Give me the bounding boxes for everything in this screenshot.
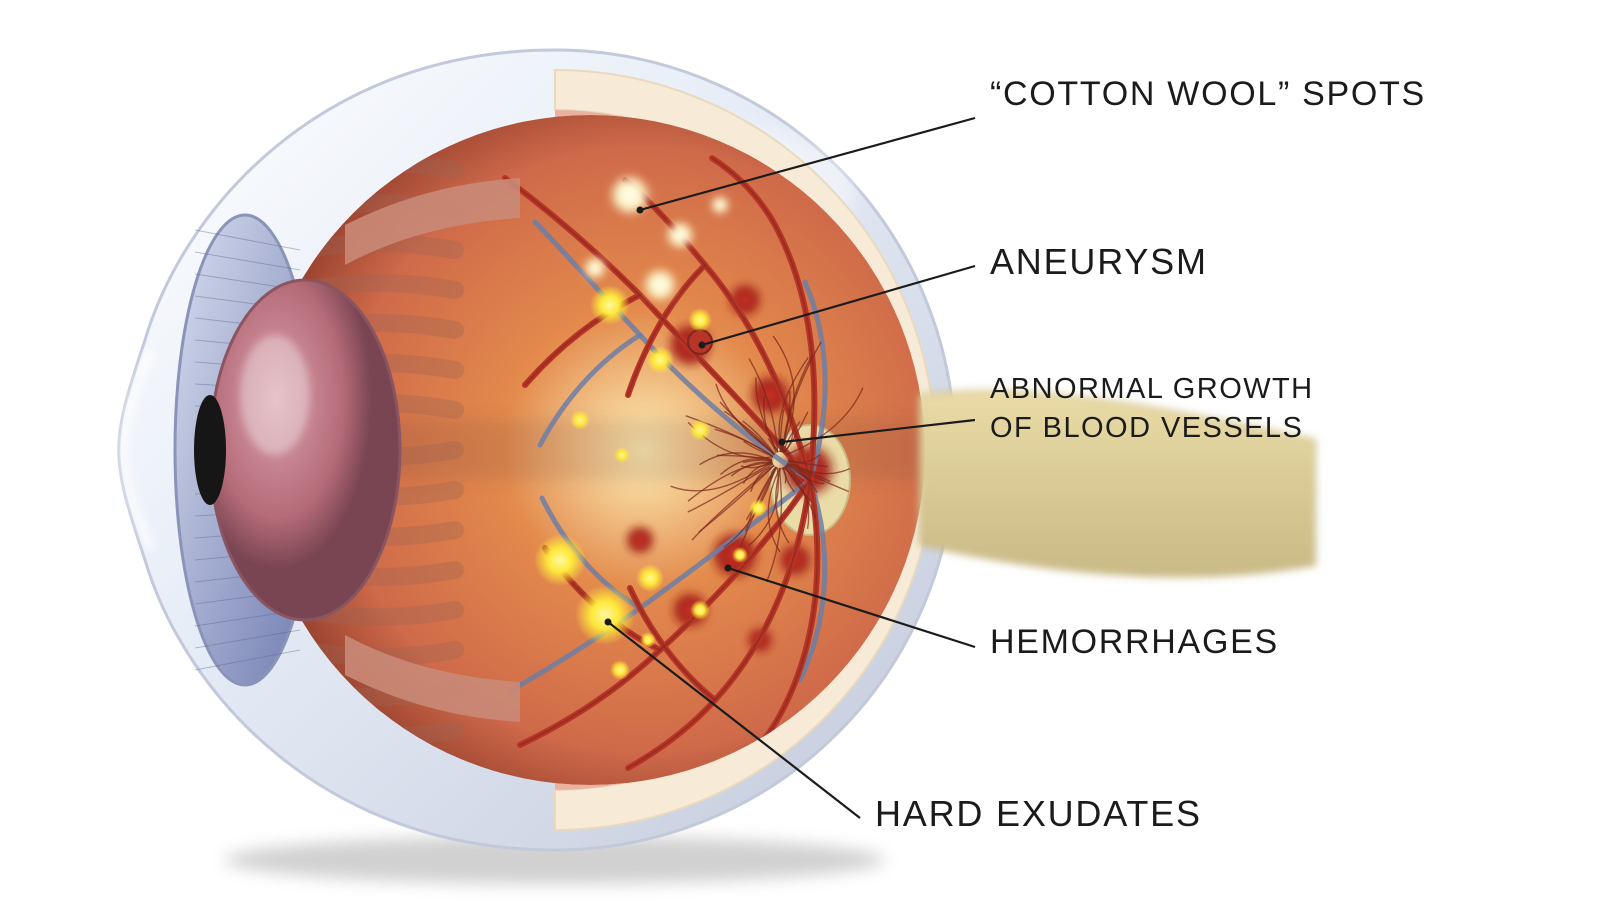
pupil [194,395,226,505]
hemorrhage [624,524,656,556]
hard-exudate [534,534,586,586]
hard-exudate [614,447,630,463]
leader-dot [605,619,612,626]
eye-svg [0,0,1612,907]
hard-exudate [689,419,711,441]
leader-dot [637,207,644,214]
leader-dot [779,439,786,446]
hard-exudate [636,564,664,592]
hard-exudate [590,285,630,325]
label-aneurysm: ANEURYSM [990,238,1208,287]
eye-diagram: { "canvas":{"w":1612,"h":907,"bg":"#ffff… [0,0,1612,907]
lens [210,280,400,620]
label-hemorrhages: HEMORRHAGES [990,620,1279,666]
hard-exudate [610,660,630,680]
leader-dot [699,342,706,349]
aneurysm-spot [688,330,712,354]
hard-exudate [646,346,674,374]
hard-exudate [732,547,748,563]
cotton-wool-spot [642,267,678,303]
cotton-wool-spot [665,220,695,250]
hard-exudate [688,308,712,332]
cotton-wool-spot [583,256,607,280]
hard-exudate [749,499,767,517]
hard-exudate [640,632,656,648]
cotton-wool-spot [710,195,730,215]
label-hard-exudates: HARD EXUDATES [875,790,1202,839]
label-abnormal-growth: ABNORMAL GROWTH OF BLOOD VESSELS [990,370,1314,448]
hard-exudate [690,600,710,620]
cotton-wool-spot [608,173,652,217]
label-cotton-wool: “COTTON WOOL” SPOTS [990,72,1426,118]
hard-exudate [570,410,590,430]
leader-dot [725,565,732,572]
